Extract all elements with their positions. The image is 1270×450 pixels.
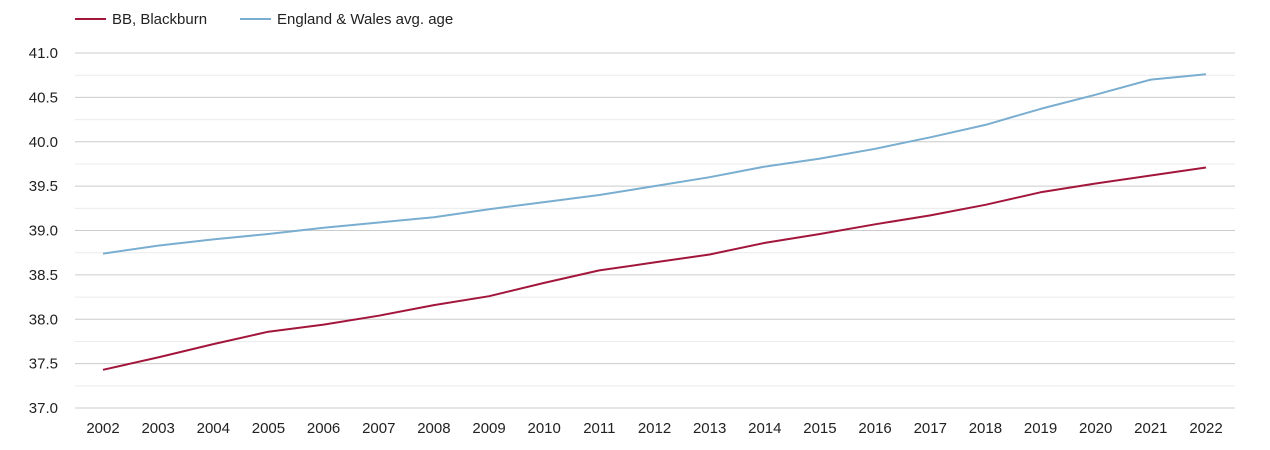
series-line-blackburn (102, 166, 1207, 371)
x-tick-label: 2014 (748, 420, 781, 437)
x-tick-label: 2015 (803, 420, 836, 437)
x-tick-label: 2008 (417, 420, 450, 437)
legend-label-blackburn: BB, Blackburn (112, 11, 207, 28)
x-tick-label: 2019 (1024, 420, 1057, 437)
y-axis-ticks: 37.0 37.5 38.0 38.5 39.0 39.5 40.0 40.5 41.0 (29, 45, 58, 417)
series-line-england-wales (102, 73, 1207, 255)
x-tick-label: 2009 (472, 420, 505, 437)
x-tick-label: 2017 (914, 420, 947, 437)
x-axis-ticks: 2002 2003 2004 2005 2006 2007 2008 2009 2010 2011… (86, 420, 1222, 437)
x-tick-label: 2003 (141, 420, 174, 437)
legend: BB, Blackburn England & Wales avg. age (75, 11, 453, 28)
x-tick-label: 2007 (362, 420, 395, 437)
y-tick-label: 37.5 (29, 356, 58, 373)
y-tick-label: 37.0 (29, 400, 58, 417)
x-tick-label: 2013 (693, 420, 726, 437)
x-tick-label: 2002 (86, 420, 119, 437)
x-tick-label: 2021 (1134, 420, 1167, 437)
y-tick-label: 41.0 (29, 45, 58, 62)
x-tick-label: 2022 (1189, 420, 1222, 437)
x-tick-label: 2018 (969, 420, 1002, 437)
y-tick-label: 38.5 (29, 267, 58, 284)
x-tick-label: 2004 (197, 420, 230, 437)
x-tick-label: 2010 (528, 420, 561, 437)
x-tick-label: 2011 (583, 420, 615, 437)
y-tick-label: 38.0 (29, 311, 58, 328)
series-lines (102, 73, 1207, 371)
x-tick-label: 2016 (858, 420, 891, 437)
y-tick-label: 39.5 (29, 178, 58, 195)
y-tick-label: 40.5 (29, 89, 58, 106)
grid (75, 52, 1235, 409)
x-tick-label: 2012 (638, 420, 671, 437)
y-tick-label: 40.0 (29, 134, 58, 151)
legend-label-england-wales: England & Wales avg. age (277, 11, 453, 28)
x-tick-label: 2006 (307, 420, 340, 437)
x-tick-label: 2005 (252, 420, 285, 437)
y-tick-label: 39.0 (29, 223, 58, 240)
x-tick-label: 2020 (1079, 420, 1112, 437)
